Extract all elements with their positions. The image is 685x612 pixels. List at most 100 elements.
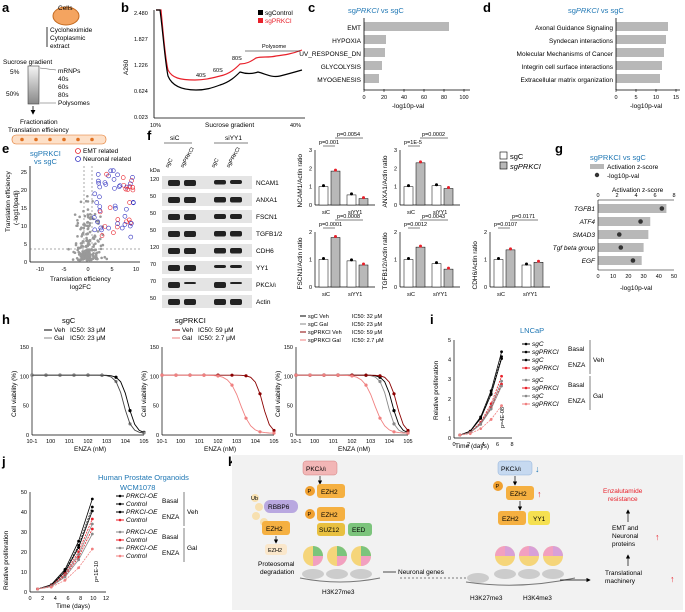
prolif-curve <box>37 548 93 590</box>
scatter-point <box>86 208 90 211</box>
scatter-point <box>87 248 91 251</box>
scatter-point <box>86 213 90 216</box>
panel-label-a: a <box>2 0 10 15</box>
scatter-point <box>103 255 107 259</box>
cells-icon <box>52 6 80 26</box>
scatter-point <box>90 258 93 262</box>
ratio-ylabel: CDH6/Actin ratio <box>472 241 479 290</box>
zscore-bar <box>598 204 667 213</box>
blot-label: CDH6 <box>256 248 274 255</box>
x-tick: 105 <box>269 439 278 445</box>
panel-g-xlabel: -log10p-val <box>620 285 653 292</box>
ratio-chart: 0 1 2 FSCN1/Actin ratio siC siYY1 p=0.0001 p=0.… <box>297 214 375 298</box>
scatter-point <box>129 221 134 226</box>
scatter-point <box>105 257 109 261</box>
blot-band <box>168 282 180 288</box>
panel-h: 0 50 100 150 10-1 100 101 102 103 104 105 ENZA (nM)… <box>11 314 413 453</box>
x-tick: 6 <box>496 442 499 448</box>
scatter-point <box>77 253 81 256</box>
legend-item: Control <box>126 553 148 560</box>
h3k4me3: H3K4me3 <box>523 595 552 602</box>
y-tick: 40 <box>21 510 27 516</box>
ezh2-faded: EZH2 <box>268 548 282 554</box>
zscore-bar <box>598 230 649 239</box>
pct-bottom: 50% <box>6 91 19 98</box>
panel-d: sgPRKCI vs sgC Axonal Guidance Signaling… <box>517 6 680 110</box>
blot-strip <box>162 227 252 240</box>
scatter-point <box>115 224 120 230</box>
panel-g: sgPRKCI vs sgC Activation z-score -log10… <box>553 153 677 292</box>
scatter-point <box>123 186 129 192</box>
scatter-point <box>128 220 133 226</box>
scatter-point <box>85 239 89 243</box>
p-value: p=0.0012 <box>404 222 427 228</box>
ezh2-top: EZH2 <box>321 489 338 496</box>
legend-item: Gal <box>182 335 193 342</box>
panel-e-yticks: 0 5 10 15 20 25 <box>21 170 27 266</box>
panel-i-chart: 0 1 2 3 4 5 0 2 4 6 8 p=4E-08 <box>448 338 514 448</box>
scatter-point <box>99 244 103 248</box>
scatter-point <box>94 200 100 205</box>
bar <box>616 22 668 31</box>
scatter-point <box>92 227 98 233</box>
step-label: Cycloheximide <box>50 27 93 34</box>
fraction-tubes <box>11 134 107 145</box>
blot-label: Actin <box>256 299 271 306</box>
ratio-point <box>509 247 512 251</box>
legend-subgroup: ENZA <box>162 514 180 521</box>
ic50-value: IC50: 23 μM <box>70 335 106 342</box>
legend-item: Control <box>126 537 148 544</box>
prolif-point <box>90 527 94 531</box>
translational-2: machinery <box>605 578 636 585</box>
blot-band <box>230 282 242 284</box>
scatter-point <box>81 240 85 243</box>
viability-chart: 0 50 100 150 10-1 100 101 102 103 104 105 ENZA (nM)… <box>11 345 149 453</box>
ratio-point <box>407 257 410 260</box>
blot-band <box>230 299 242 305</box>
y-tick: 0.023 <box>134 115 148 121</box>
panel-e: sgPRKCI vs sgC EMT related Neuronal rela… <box>5 148 140 291</box>
proteosomal: Proteosomal <box>258 561 295 568</box>
scatter-point <box>95 219 100 225</box>
scatter-point <box>78 215 81 219</box>
blot-band <box>184 282 196 284</box>
eed: EED <box>352 527 366 534</box>
prolif-curve <box>459 381 502 436</box>
down-arrow-icon: ↓ <box>535 464 540 474</box>
viability-point <box>406 431 410 435</box>
scatter-point <box>122 222 128 227</box>
x-tick: 103 <box>102 439 111 445</box>
panel-e-xlabel: Translation efficiency <box>50 276 111 283</box>
scatter-point <box>91 215 97 220</box>
ratio-point <box>322 184 325 188</box>
scatter-point <box>99 233 105 238</box>
y-tick: 0 <box>24 260 27 266</box>
y-tick: 10 <box>21 570 27 576</box>
y-tick: 50 <box>23 404 29 410</box>
ratio-point <box>525 262 528 266</box>
fraction-item: Polysomes <box>58 100 91 107</box>
scatter-point <box>95 172 101 177</box>
group-label: siYY1 <box>433 292 447 298</box>
ratio-bar <box>403 259 414 288</box>
ezh2-right: EZH2 <box>510 491 527 498</box>
scatter-point <box>108 168 114 174</box>
scatter-point <box>76 218 79 222</box>
y-tick: 100 <box>284 374 293 380</box>
y-tick: 150 <box>20 345 29 351</box>
y-tick: 2 <box>448 397 451 403</box>
blot-band <box>184 299 196 305</box>
panel-c-title: sgPRKCI vs sgC <box>348 6 404 15</box>
x-tick: 15 <box>673 95 679 101</box>
bar-label: Integrin cell surface interactions <box>522 64 614 71</box>
up-arrow-icon: ↑ <box>655 532 660 542</box>
blot-strip <box>162 176 252 189</box>
peak-40S: 40S <box>196 73 206 79</box>
scatter-point <box>73 213 77 216</box>
group-siC: siC <box>170 135 180 142</box>
ratio-point <box>362 262 365 266</box>
kda-marker: 70 <box>150 262 156 268</box>
legend-item: sgPRKCI <box>265 18 292 25</box>
